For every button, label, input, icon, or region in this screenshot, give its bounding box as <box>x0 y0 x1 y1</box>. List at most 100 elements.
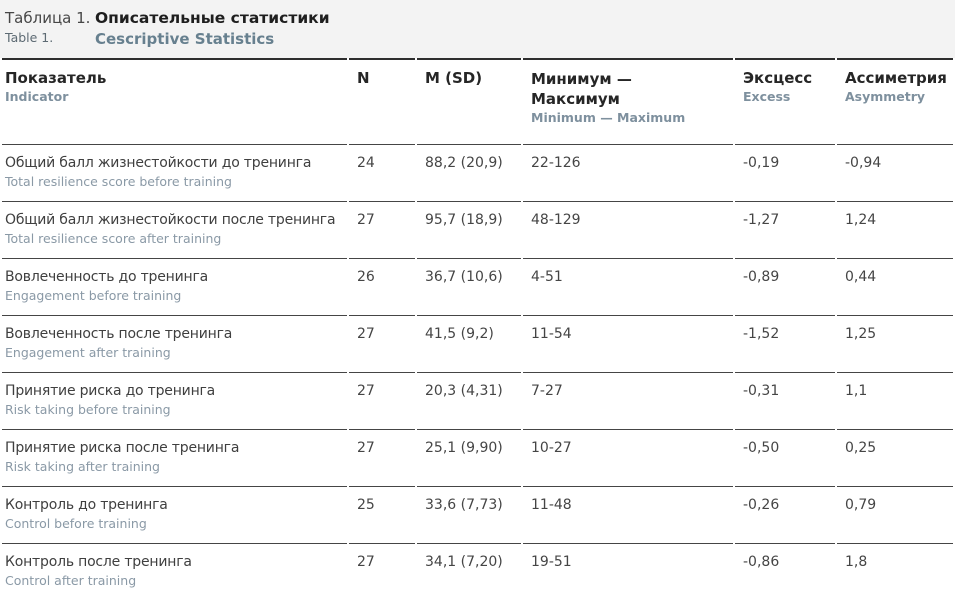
caption-line-en: Table 1. Cescriptive Statistics <box>5 29 955 50</box>
cell-n: 27 <box>349 201 415 258</box>
cell-minmax: 22-126 <box>523 144 733 201</box>
cell-msd: 20,3 (4,31) <box>417 372 521 429</box>
table-number-ru: Таблица 1. <box>5 9 91 27</box>
table-title-ru: Описательные статистики <box>95 9 330 27</box>
indicator-en: Control before training <box>5 516 147 531</box>
cell-msd: 34,1 (7,20) <box>417 543 521 600</box>
col-indicator: Показатель Indicator <box>2 58 347 144</box>
asymmetry-value: 1,25 <box>845 326 877 342</box>
indicator-ru: Принятие риска до тренинга <box>5 383 216 399</box>
cell-indicator: Общий балл жизнестойкости до тренинга To… <box>2 144 347 201</box>
minmax-value: 19-51 <box>531 554 572 570</box>
cell-msd: 25,1 (9,90) <box>417 429 521 486</box>
cell-msd: 95,7 (18,9) <box>417 201 521 258</box>
col-indicator-ru: Показатель <box>5 69 107 87</box>
descriptive-statistics-table: Показатель Indicator N M (SD) Минимум — … <box>0 58 955 600</box>
indicator-en: Total resilience score after training <box>5 231 222 246</box>
minmax-value: 22-126 <box>531 155 581 171</box>
msd-value: 95,7 (18,9) <box>425 212 503 228</box>
cell-indicator: Контроль до тренинга Control before trai… <box>2 486 347 543</box>
cell-indicator: Вовлеченность после тренинга Engagement … <box>2 315 347 372</box>
msd-value: 33,6 (7,73) <box>425 497 503 513</box>
indicator-ru: Контроль после тренинга <box>5 554 192 570</box>
excess-value: -0,50 <box>743 440 780 456</box>
cell-n: 26 <box>349 258 415 315</box>
cell-indicator: Принятие риска после тренинга Risk takin… <box>2 429 347 486</box>
cell-n: 25 <box>349 486 415 543</box>
cell-excess: -0,50 <box>735 429 835 486</box>
col-asymmetry-ru: Ассиметрия <box>845 69 947 87</box>
asymmetry-value: -0,94 <box>845 155 882 171</box>
table-caption: Таблица 1. Описательные статистики Table… <box>0 0 955 58</box>
cell-excess: -0,26 <box>735 486 835 543</box>
asymmetry-value: 0,44 <box>845 269 877 285</box>
col-asymmetry-en: Asymmetry <box>845 89 926 104</box>
table-row: Принятие риска до тренинга Risk taking b… <box>2 372 953 429</box>
col-asymmetry: Ассиметрия Asymmetry <box>837 58 953 144</box>
cell-indicator: Вовлеченность до тренинга Engagement bef… <box>2 258 347 315</box>
n-value: 27 <box>357 326 375 342</box>
col-n-ru: N <box>357 69 370 87</box>
cell-excess: -1,52 <box>735 315 835 372</box>
indicator-ru: Вовлеченность до тренинга <box>5 269 208 285</box>
cell-minmax: 19-51 <box>523 543 733 600</box>
cell-excess: -0,86 <box>735 543 835 600</box>
col-msd: M (SD) <box>417 58 521 144</box>
msd-value: 25,1 (9,90) <box>425 440 503 456</box>
table-row: Общий балл жизнестойкости после тренинга… <box>2 201 953 258</box>
minmax-value: 11-48 <box>531 497 572 513</box>
asymmetry-value: 1,8 <box>845 554 868 570</box>
cell-minmax: 10-27 <box>523 429 733 486</box>
caption-line-ru: Таблица 1. Описательные статистики <box>5 8 955 29</box>
n-value: 27 <box>357 440 375 456</box>
table-row: Вовлеченность после тренинга Engagement … <box>2 315 953 372</box>
cell-asymmetry: 0,44 <box>837 258 953 315</box>
excess-value: -0,19 <box>743 155 780 171</box>
minmax-value: 11-54 <box>531 326 572 342</box>
minmax-value: 10-27 <box>531 440 572 456</box>
msd-value: 41,5 (9,2) <box>425 326 494 342</box>
header-row: Показатель Indicator N M (SD) Минимум — … <box>2 58 953 144</box>
cell-indicator: Общий балл жизнестойкости после тренинга… <box>2 201 347 258</box>
cell-msd: 41,5 (9,2) <box>417 315 521 372</box>
cell-asymmetry: 1,24 <box>837 201 953 258</box>
cell-minmax: 7-27 <box>523 372 733 429</box>
cell-indicator: Принятие риска до тренинга Risk taking b… <box>2 372 347 429</box>
msd-value: 20,3 (4,31) <box>425 383 503 399</box>
n-value: 24 <box>357 155 375 171</box>
col-minmax: Минимум — Максимум Minimum — Maximum <box>523 58 733 144</box>
cell-minmax: 48-129 <box>523 201 733 258</box>
cell-asymmetry: 0,25 <box>837 429 953 486</box>
table-row: Общий балл жизнестойкости до тренинга To… <box>2 144 953 201</box>
table-row: Контроль до тренинга Control before trai… <box>2 486 953 543</box>
minmax-value: 7-27 <box>531 383 563 399</box>
excess-value: -0,89 <box>743 269 780 285</box>
cell-minmax: 4-51 <box>523 258 733 315</box>
excess-value: -0,31 <box>743 383 780 399</box>
excess-value: -0,86 <box>743 554 780 570</box>
cell-n: 27 <box>349 372 415 429</box>
col-excess: Эксцесс Excess <box>735 58 835 144</box>
indicator-ru: Принятие риска после тренинга <box>5 440 240 456</box>
table-body: Общий балл жизнестойкости до тренинга To… <box>2 144 953 600</box>
col-indicator-en: Indicator <box>5 89 69 104</box>
cell-msd: 33,6 (7,73) <box>417 486 521 543</box>
indicator-en: Risk taking after training <box>5 459 160 474</box>
indicator-ru: Общий балл жизнестойкости до тренинга <box>5 155 312 171</box>
excess-value: -0,26 <box>743 497 780 513</box>
col-excess-ru: Эксцесс <box>743 69 813 87</box>
indicator-en: Engagement after training <box>5 345 171 360</box>
indicator-en: Engagement before training <box>5 288 182 303</box>
col-excess-en: Excess <box>743 89 791 104</box>
cell-n: 27 <box>349 543 415 600</box>
n-value: 27 <box>357 212 375 228</box>
cell-msd: 88,2 (20,9) <box>417 144 521 201</box>
minmax-value: 4-51 <box>531 269 563 285</box>
msd-value: 36,7 (10,6) <box>425 269 503 285</box>
excess-value: -1,27 <box>743 212 780 228</box>
cell-excess: -0,31 <box>735 372 835 429</box>
cell-asymmetry: 1,8 <box>837 543 953 600</box>
asymmetry-value: 0,79 <box>845 497 877 513</box>
indicator-en: Control after training <box>5 573 137 588</box>
excess-value: -1,52 <box>743 326 780 342</box>
